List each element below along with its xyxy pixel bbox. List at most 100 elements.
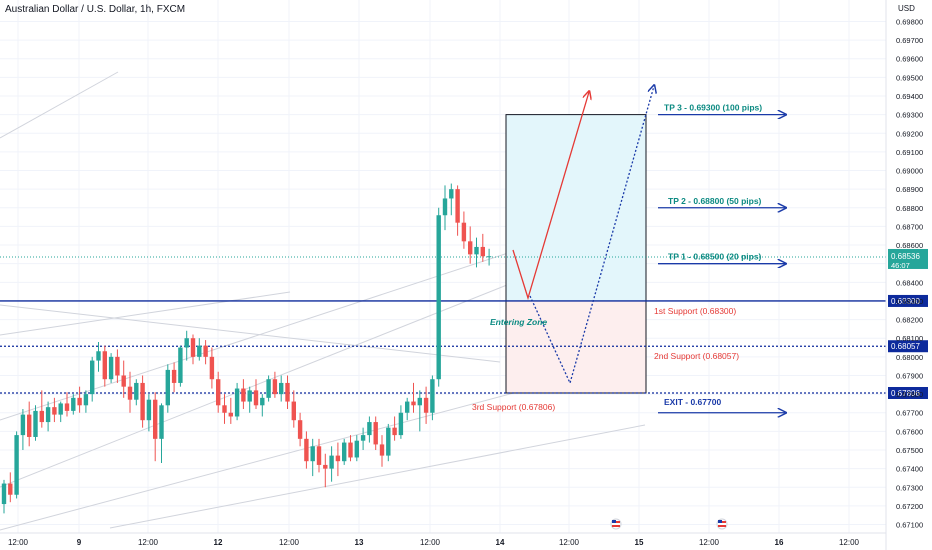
price-tick-label: 0.68000: [896, 353, 923, 362]
candle-body: [291, 401, 296, 421]
candle-body: [20, 414, 26, 436]
candle-body: [423, 397, 429, 413]
candle-body: [354, 440, 359, 458]
price-tick-label: 0.68700: [896, 222, 923, 231]
price-tick-label: 0.69000: [896, 167, 923, 176]
candle-body: [64, 403, 70, 411]
price-tick-label: 0.69200: [896, 129, 923, 138]
candle-body: [190, 338, 196, 357]
candle-body: [348, 442, 353, 458]
candle-body: [272, 379, 278, 395]
candle-body: [468, 241, 473, 255]
candle-body: [279, 382, 284, 395]
trade-zones: [505, 114, 647, 394]
candle-body: [360, 435, 366, 441]
time-axis[interactable]: 12:00 9 12:00 12 12:00 13 12:00 14 12:00 15 12:00 1…: [0, 518, 886, 547]
time-tick-label: 12:00: [839, 538, 860, 547]
candle-body: [102, 351, 107, 380]
price-tick-label: 0.67700: [896, 409, 923, 418]
candle-body: [52, 407, 57, 415]
tp3-label: TP 3 - 0.69300 (100 pips): [664, 103, 762, 113]
time-tick-label: 12:00: [420, 538, 441, 547]
trendline: [0, 291, 291, 336]
price-tick-label: 0.68200: [896, 316, 923, 325]
candle-body: [90, 360, 95, 395]
candle-body: [417, 397, 422, 406]
candle-body: [449, 189, 454, 199]
candle-body: [115, 356, 120, 376]
exit-label: EXIT - 0.67700: [664, 397, 721, 407]
candle-body: [367, 422, 372, 436]
price-tick-label: 0.67900: [896, 371, 923, 380]
candle-body: [247, 390, 252, 402]
candle-body: [316, 446, 322, 465]
event-flag-icon: [610, 518, 622, 530]
trendline: [109, 424, 646, 529]
blue-path-arrow: [529, 86, 654, 385]
candle-body: [140, 382, 145, 421]
price-tick-label: 0.69100: [896, 148, 923, 157]
candle-body: [153, 399, 158, 439]
entering-zone-label: Entering Zone: [490, 317, 547, 327]
candle-body: [241, 388, 246, 402]
current-price-tag: [888, 248, 928, 269]
support2-label: 2nd Support (0.68057): [654, 351, 739, 361]
candle-body: [77, 397, 82, 406]
candle-body: [134, 382, 139, 400]
candle-body: [405, 401, 410, 413]
trendline: [0, 71, 119, 139]
price-tick-label: 0.68400: [896, 278, 923, 287]
price-tick-label: 0.68100: [896, 334, 923, 343]
horizontal-levels[interactable]: [0, 256, 886, 394]
candle-body: [335, 455, 341, 462]
candle-body: [461, 222, 467, 242]
price-tick-label: 0.69400: [896, 92, 923, 101]
trendline: [0, 304, 501, 363]
price-tick-label: 0.68600: [896, 241, 923, 250]
candle-body: [96, 351, 101, 361]
candle-body: [8, 483, 13, 495]
price-tick-label: 0.69800: [896, 17, 923, 26]
candle-body: [27, 414, 32, 437]
price-tick-label: 0.68800: [896, 204, 923, 213]
chart-title: Australian Dollar / U.S. Dollar, 1h, FXC…: [5, 4, 186, 15]
price-tick-label: 0.69600: [896, 55, 923, 64]
candle-body: [304, 438, 309, 462]
candle-body: [474, 246, 479, 255]
candle-body: [222, 405, 227, 413]
candle-body: [228, 412, 233, 417]
flag-canton: [612, 520, 616, 523]
flag-canton: [718, 520, 722, 523]
time-tick-label: 12:00: [138, 538, 159, 547]
time-tick-label: 12:00: [279, 538, 300, 547]
candle-body: [442, 198, 448, 216]
candle-body: [127, 386, 133, 400]
candle-body: [58, 403, 63, 415]
price-tick-label: 0.67200: [896, 502, 923, 511]
candle-body: [310, 446, 315, 462]
candle-body: [436, 215, 441, 380]
price-tick-label: 0.67800: [896, 390, 923, 399]
candle-body: [379, 444, 385, 456]
time-tick-label: 15: [635, 538, 644, 547]
candle-body: [146, 399, 152, 421]
candle-body: [398, 412, 404, 436]
flag-stripe: [718, 525, 726, 527]
support3-label: 3rd Support (0.67806): [472, 402, 555, 412]
price-tick-label: 0.68900: [896, 185, 923, 194]
time-tick-label: 16: [775, 538, 784, 547]
candle-body: [386, 427, 391, 456]
candle-body: [45, 407, 51, 423]
candle-body: [39, 410, 44, 423]
current-price-value: 0.68536: [891, 252, 920, 261]
price-tick-label: 0.67100: [896, 521, 923, 530]
event-flag-icon: [716, 518, 728, 530]
price-tick-label: 0.67600: [896, 427, 923, 436]
price-tick-label: 0.69500: [896, 73, 923, 82]
candle-body: [253, 390, 259, 406]
red-path-arrow: [512, 92, 589, 301]
price-tick-label: 0.67500: [896, 446, 923, 455]
level-price-label: 0.67806: [891, 389, 920, 398]
price-axis[interactable]: 0.68300 0.68057 0.67806 USD 0.69800 0.69700 0.…: [885, 0, 928, 550]
